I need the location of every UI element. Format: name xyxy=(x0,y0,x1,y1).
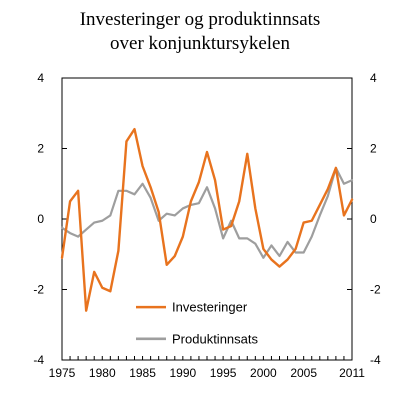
y-tick-label-right: -2 xyxy=(370,283,381,297)
chart-axes: 4 4 2 2 0 0 -2 -2 -4 -4 1975 1980 1985 1990 1995 2000 20… xyxy=(33,71,381,380)
legend-label-produktinnsats: Produktinnsats xyxy=(172,331,258,346)
y-tick-label-right: 4 xyxy=(370,71,377,85)
x-tick-label: 1980 xyxy=(89,366,116,380)
legend-label-investeringer: Investeringer xyxy=(172,300,248,315)
chart-title-line-1: Investeringer og produktinnsats xyxy=(79,9,321,30)
y-tick-label-left: 2 xyxy=(37,142,44,156)
chart-legend: Investeringer Produktinnsats xyxy=(136,300,258,346)
x-tick-label: 1990 xyxy=(169,366,196,380)
y-tick-label-right: 2 xyxy=(370,142,377,156)
x-tick-label: 2000 xyxy=(250,366,277,380)
y-tick-label-left: -2 xyxy=(33,283,44,297)
y-tick-label-right: 0 xyxy=(370,212,377,226)
series-line-produktinnsats xyxy=(60,166,354,259)
x-tick-label: 1995 xyxy=(210,366,237,380)
chart-title: Investeringer og produktinnsats over kon… xyxy=(0,8,400,56)
y-tick-label-left: 0 xyxy=(37,212,44,226)
x-tick-label: 1975 xyxy=(49,366,76,380)
chart-title-line-2: over konjunktursykelen xyxy=(110,33,290,54)
series-line-investeringer xyxy=(60,127,354,312)
y-tick-label-right: -4 xyxy=(370,353,381,367)
y-tick-label-left: -4 xyxy=(33,353,44,367)
x-tick-label: 2005 xyxy=(290,366,317,380)
x-tick-label: 1985 xyxy=(129,366,156,380)
x-tick-label: 2011 xyxy=(339,366,365,380)
y-tick-label-left: 4 xyxy=(37,71,44,85)
plot-area xyxy=(60,127,354,312)
